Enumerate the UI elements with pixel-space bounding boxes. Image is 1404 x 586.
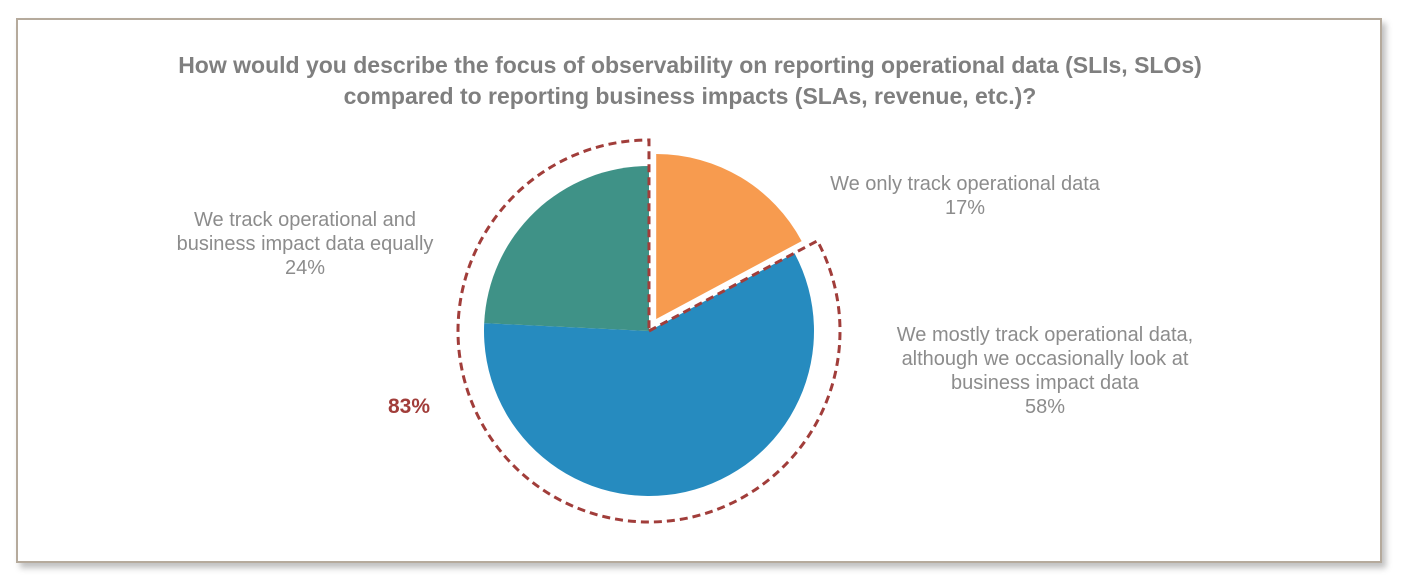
data-label: 58% [1024,396,1066,418]
label-line: We track operational and [194,209,416,231]
pie-slice-3 [484,166,649,331]
title-line-2: compared to reporting business impacts (… [343,83,1037,109]
label-line: We mostly track operational data, [896,324,1194,346]
data-label: 24% [284,257,326,279]
label-line: business impact data [951,372,1139,394]
label-line: business impact data equally [176,233,434,255]
chart-title: How would you describe the focus of obse… [0,50,1380,112]
label-only-operational: We only track operational data 17% [760,172,1170,220]
pie-slice-2 [484,253,814,497]
data-label: 17% [944,197,986,219]
label-line: although we occasionally look at [901,348,1189,370]
combined-annotation: 83% [388,395,431,418]
title-line-1: How would you describe the focus of obse… [178,52,1202,78]
pie-slice-1 [656,153,802,319]
dashed-group-outline [456,138,842,524]
label-line: We only track operational data [830,173,1100,195]
label-equally: We track operational and business impact… [130,208,480,280]
label-mostly-operational: We mostly track operational data, althou… [830,323,1260,419]
